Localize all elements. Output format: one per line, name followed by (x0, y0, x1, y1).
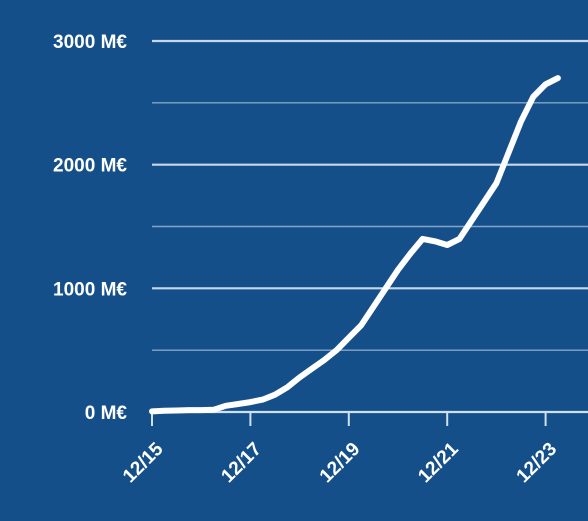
x-tick-label: 12/17 (217, 439, 265, 487)
x-tick-label: 12/21 (414, 438, 463, 487)
y-tick-label: 2000 M€ (53, 156, 127, 177)
x-tick-label: 12/15 (119, 438, 168, 487)
series-layer (149, 75, 561, 415)
x-axis-tick-marks (151, 412, 547, 426)
y-tick-label: 1000 M€ (53, 279, 127, 300)
y-axis-tick-labels: 0 M€ 1000 M€ 2000 M€ 3000 M€ (53, 32, 127, 424)
x-axis-tick-labels: 12/15 12/17 12/19 12/21 12/23 (119, 438, 561, 487)
gridlines (152, 39, 588, 351)
series-line (149, 75, 561, 415)
y-tick-label: 3000 M€ (53, 32, 127, 53)
y-tick-label: 0 M€ (85, 403, 128, 424)
x-tick-label: 12/23 (513, 439, 561, 487)
x-tick-label: 12/19 (316, 439, 364, 487)
